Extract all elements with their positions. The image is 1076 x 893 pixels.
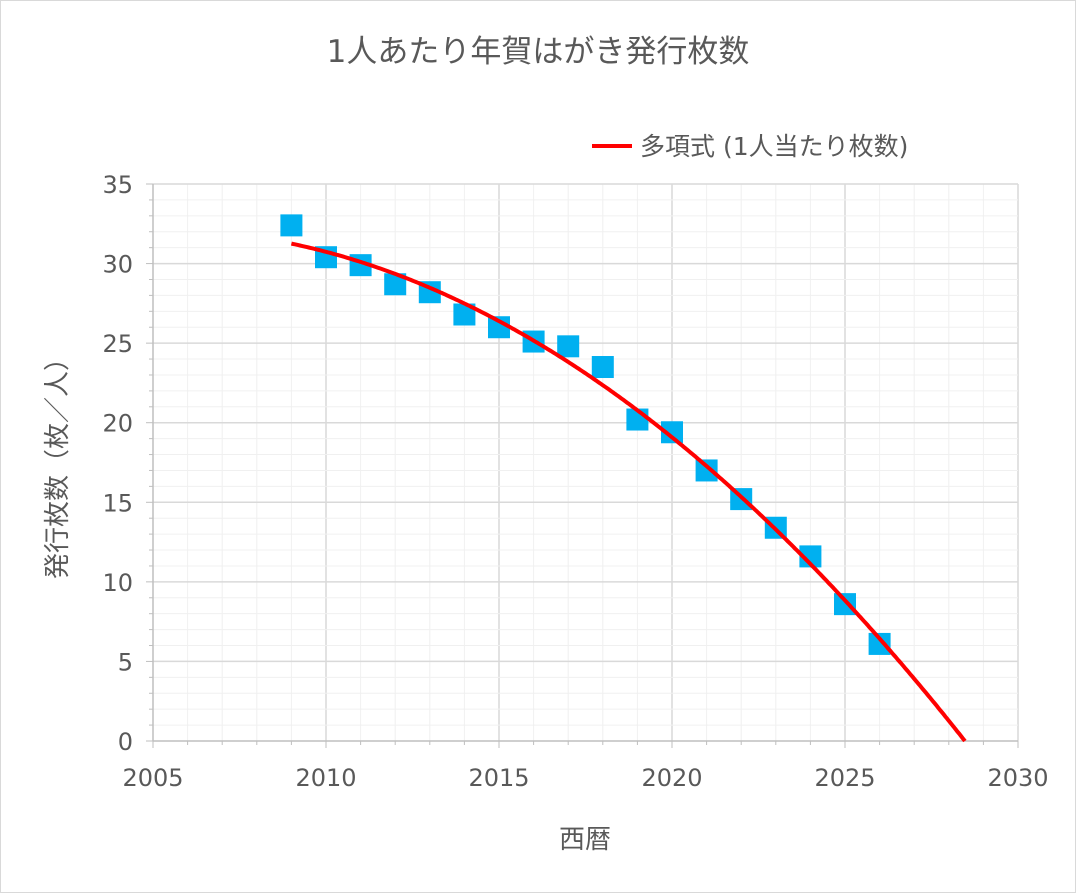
data-point	[384, 273, 407, 296]
x-tick-label: 2025	[814, 764, 875, 792]
x-tick-label: 2005	[122, 764, 183, 792]
data-point	[591, 356, 614, 379]
x-tick-label: 2015	[468, 764, 529, 792]
axes	[146, 183, 1019, 748]
y-tick-label: 35	[102, 171, 133, 199]
data-point	[834, 593, 856, 616]
data-point	[280, 214, 303, 237]
data-point	[695, 459, 718, 482]
legend: 多項式 (1人当たり枚数)	[592, 132, 908, 161]
data-point	[799, 545, 822, 568]
data-point	[453, 303, 476, 326]
chart-title: 1人あたり年賀はがき発行枚数	[327, 34, 750, 70]
legend-label: 多項式 (1人当たり枚数)	[640, 132, 908, 161]
trendline-group	[290, 241, 967, 743]
data-point	[868, 632, 891, 655]
x-tick-label: 2030	[987, 764, 1048, 792]
x-tick-label: 2020	[641, 764, 702, 792]
y-tick-label: 5	[118, 648, 133, 676]
y-tick-label: 20	[102, 410, 133, 438]
data-point	[661, 421, 683, 444]
trendline	[290, 241, 967, 743]
y-tick-label: 15	[102, 489, 133, 517]
y-tick-label: 25	[102, 330, 133, 358]
data-point	[488, 316, 510, 339]
y-tick-label: 10	[102, 569, 133, 597]
y-tick-label: 0	[118, 728, 133, 756]
data-point	[557, 335, 580, 358]
y-tick-label: 30	[102, 251, 133, 279]
x-tick-label: 2010	[295, 764, 356, 792]
x-axis-title: 西暦	[559, 825, 611, 855]
gridlines	[153, 183, 1019, 741]
y-axis-title: 発行枚数（枚／人）	[43, 345, 73, 579]
